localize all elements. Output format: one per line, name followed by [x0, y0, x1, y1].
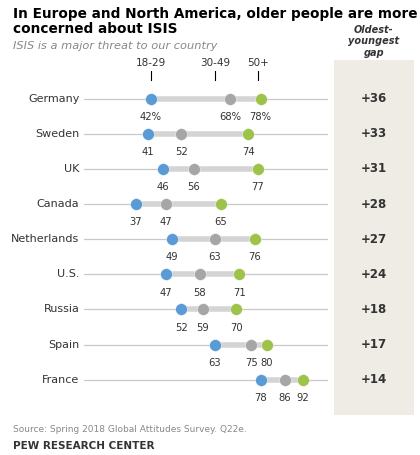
Text: 71: 71: [233, 288, 246, 298]
Text: +17: +17: [361, 338, 387, 351]
Text: U.S.: U.S.: [57, 269, 79, 279]
Text: Russia: Russia: [44, 304, 79, 314]
Text: +36: +36: [361, 92, 387, 105]
Text: 75: 75: [245, 358, 258, 368]
Text: 86: 86: [278, 393, 291, 403]
Text: +24: +24: [361, 268, 387, 281]
Text: France: France: [42, 374, 79, 384]
Text: concerned about ISIS: concerned about ISIS: [13, 22, 177, 36]
Text: 52: 52: [175, 147, 188, 157]
Text: Canada: Canada: [37, 199, 79, 209]
Text: +28: +28: [361, 197, 387, 211]
Text: 50+: 50+: [247, 58, 268, 68]
Text: 42%: 42%: [140, 112, 162, 122]
Text: 70: 70: [230, 323, 243, 333]
Text: 18-29: 18-29: [136, 58, 166, 68]
Text: 63: 63: [209, 253, 221, 263]
Text: 30-49: 30-49: [200, 58, 230, 68]
Text: 63: 63: [209, 358, 221, 368]
Text: +31: +31: [361, 162, 387, 175]
Text: 56: 56: [187, 182, 200, 192]
Text: Source: Spring 2018 Global Attitudes Survey. Q22e.: Source: Spring 2018 Global Attitudes Sur…: [13, 425, 247, 435]
Text: 74: 74: [242, 147, 255, 157]
Text: 68%: 68%: [219, 112, 241, 122]
Text: 77: 77: [251, 182, 264, 192]
Text: UK: UK: [64, 164, 79, 174]
Text: 52: 52: [175, 323, 188, 333]
Text: Sweden: Sweden: [35, 129, 79, 139]
Text: 46: 46: [157, 182, 170, 192]
Text: 59: 59: [197, 323, 209, 333]
Text: PEW RESEARCH CENTER: PEW RESEARCH CENTER: [13, 441, 154, 451]
Text: 78: 78: [254, 393, 267, 403]
Text: 47: 47: [160, 288, 173, 298]
Text: 58: 58: [193, 288, 206, 298]
Text: Germany: Germany: [28, 94, 79, 104]
Text: 49: 49: [166, 253, 178, 263]
Text: 76: 76: [248, 253, 261, 263]
Text: Netherlands: Netherlands: [11, 234, 79, 244]
Text: 41: 41: [142, 147, 154, 157]
Text: 78%: 78%: [249, 112, 272, 122]
Text: +18: +18: [361, 303, 387, 316]
Text: In Europe and North America, older people are more: In Europe and North America, older peopl…: [13, 7, 417, 21]
Text: 37: 37: [129, 217, 142, 228]
Text: 80: 80: [260, 358, 273, 368]
Text: 47: 47: [160, 217, 173, 228]
Text: +27: +27: [361, 233, 387, 246]
Text: +14: +14: [361, 373, 387, 386]
Text: 92: 92: [297, 393, 310, 403]
Text: Spain: Spain: [48, 339, 79, 349]
Text: +33: +33: [361, 127, 387, 140]
Text: Oldest-
youngest
gap: Oldest- youngest gap: [348, 25, 399, 58]
Text: 65: 65: [215, 217, 227, 228]
Text: ISIS is a major threat to our country: ISIS is a major threat to our country: [13, 41, 217, 51]
